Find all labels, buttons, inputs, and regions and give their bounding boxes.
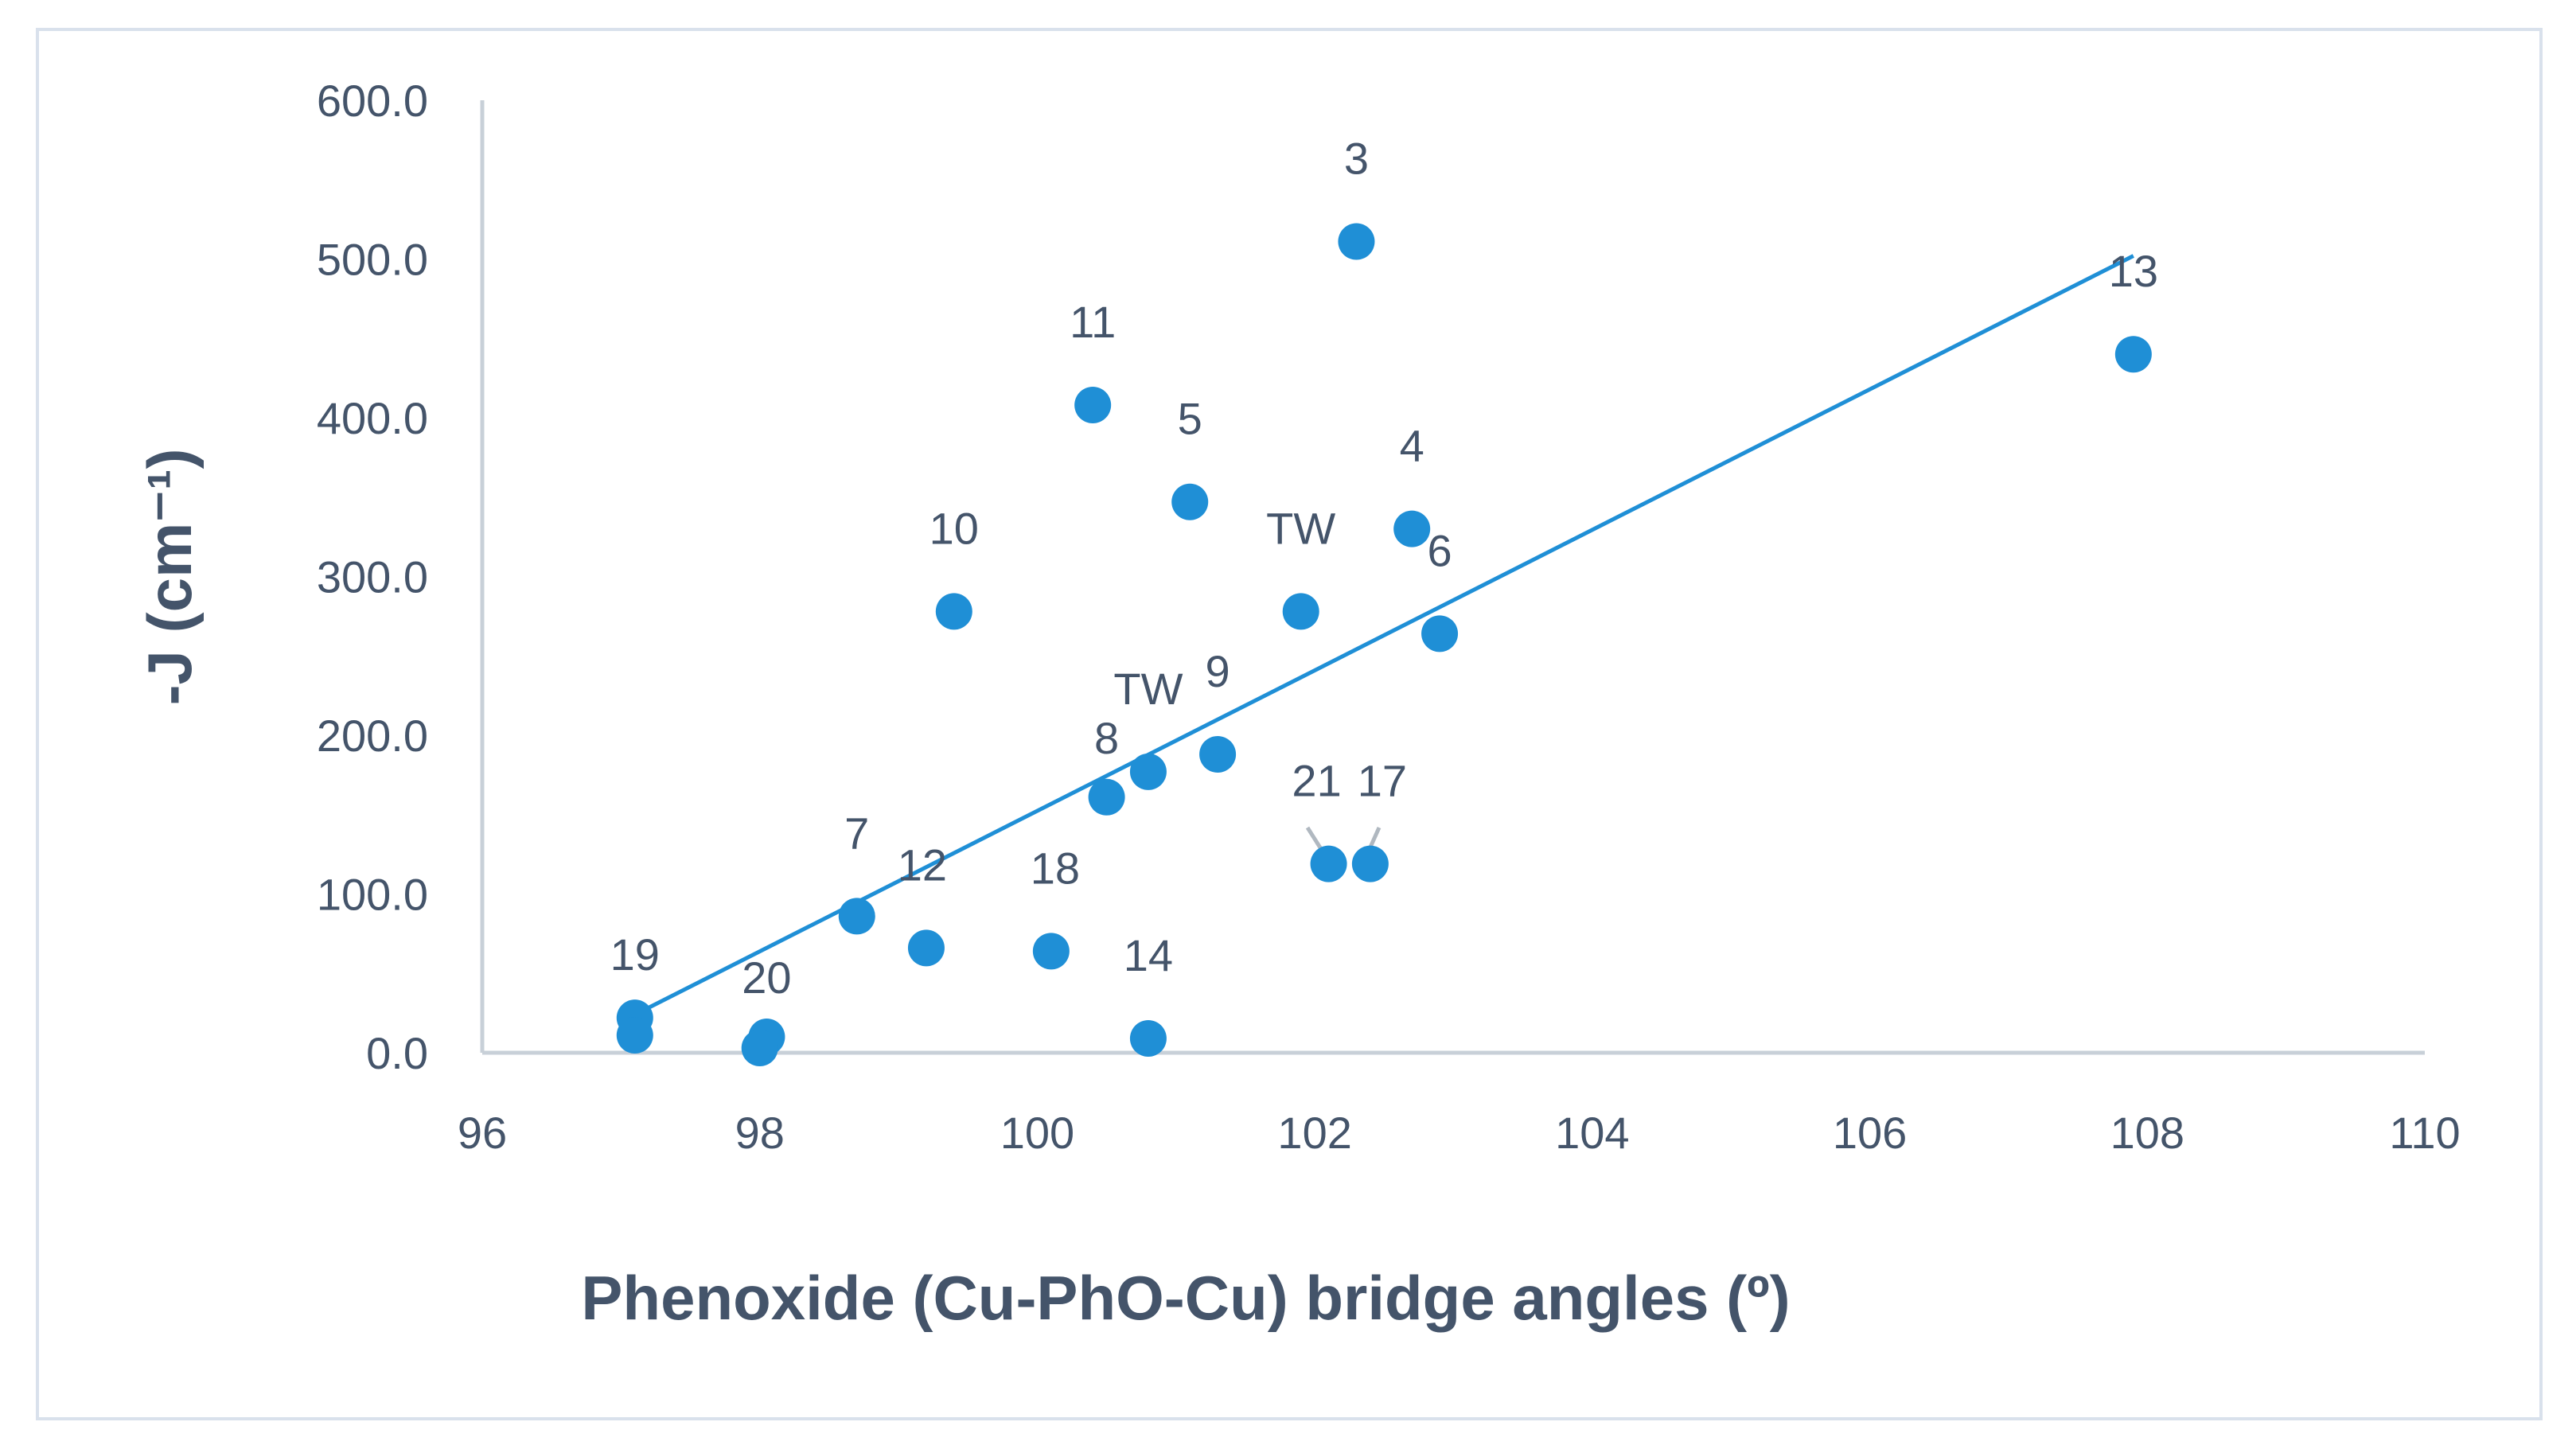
- y-tick-label: 200.0: [317, 711, 428, 761]
- data-point: [1338, 223, 1375, 260]
- data-label: 17: [1358, 756, 1407, 806]
- data-label: 10: [929, 503, 979, 553]
- data-point: [1199, 735, 1237, 773]
- y-tick-label: 600.0: [317, 76, 428, 126]
- data-label: 6: [1427, 525, 1452, 575]
- data-label: 18: [1031, 843, 1080, 893]
- y-tick-label: 300.0: [317, 552, 428, 602]
- data-point: [1310, 845, 1347, 882]
- data-label: 8: [1094, 713, 1119, 763]
- data-point: [1088, 778, 1125, 816]
- data-point: [935, 593, 972, 630]
- y-tick-labels: 0.0 100.0 200.0 300.0 400.0 500.0 600.0: [317, 76, 428, 1078]
- data-label: 9: [1206, 646, 1230, 696]
- x-tick-label: 102: [1277, 1108, 1351, 1158]
- data-label: TW: [1266, 503, 1335, 553]
- x-tick-label: 96: [458, 1108, 507, 1158]
- data-label: 21: [1292, 756, 1341, 806]
- data-point: [1393, 510, 1431, 547]
- x-tick-label: 110: [2389, 1108, 2460, 1158]
- y-axis-title: -J (cm⁻¹): [134, 449, 205, 706]
- data-point: [1171, 483, 1209, 520]
- data-label: 7: [844, 808, 869, 858]
- data-label: 11: [1070, 297, 1116, 347]
- data-point: [1421, 615, 1459, 652]
- data-point: [1129, 753, 1167, 790]
- data-point: [1282, 593, 1319, 630]
- data-point: [1351, 845, 1389, 882]
- data-point: [1032, 933, 1070, 970]
- data-point: [616, 1017, 653, 1054]
- data-label: 20: [742, 952, 791, 1003]
- data-label: 4: [1400, 421, 1424, 471]
- axes: [480, 100, 2425, 1055]
- data-label: 12: [898, 839, 947, 890]
- data-label: TW: [1113, 664, 1183, 714]
- data-point: [1074, 387, 1112, 424]
- x-tick-label: 104: [1555, 1108, 1629, 1158]
- data-points: [616, 223, 2152, 1067]
- x-tick-labels: 96 98 100 102 104 106 108 110: [458, 1108, 2461, 1158]
- y-tick-label: 400.0: [317, 393, 428, 443]
- data-point: [907, 929, 945, 967]
- y-tick-label: 100.0: [317, 870, 428, 920]
- data-point: [2114, 336, 2152, 373]
- x-tick-label: 106: [1833, 1108, 1907, 1158]
- x-axis-title: Phenoxide (Cu-PhO-Cu) bridge angles (º): [581, 1263, 1790, 1333]
- trendline: [633, 254, 2134, 1017]
- data-label: 14: [1124, 930, 1173, 980]
- data-label: 5: [1178, 394, 1202, 444]
- data-label: 3: [1344, 134, 1369, 184]
- y-tick-label: 0.0: [366, 1028, 428, 1078]
- data-point: [1129, 1020, 1167, 1058]
- data-point: [741, 1030, 778, 1067]
- data-label: 13: [2109, 246, 2158, 296]
- x-tick-label: 100: [1000, 1108, 1074, 1158]
- x-tick-label: 98: [735, 1108, 785, 1158]
- x-tick-label: 108: [2110, 1108, 2184, 1158]
- y-tick-label: 500.0: [317, 235, 428, 285]
- data-point: [838, 898, 875, 935]
- data-label: 19: [610, 929, 660, 980]
